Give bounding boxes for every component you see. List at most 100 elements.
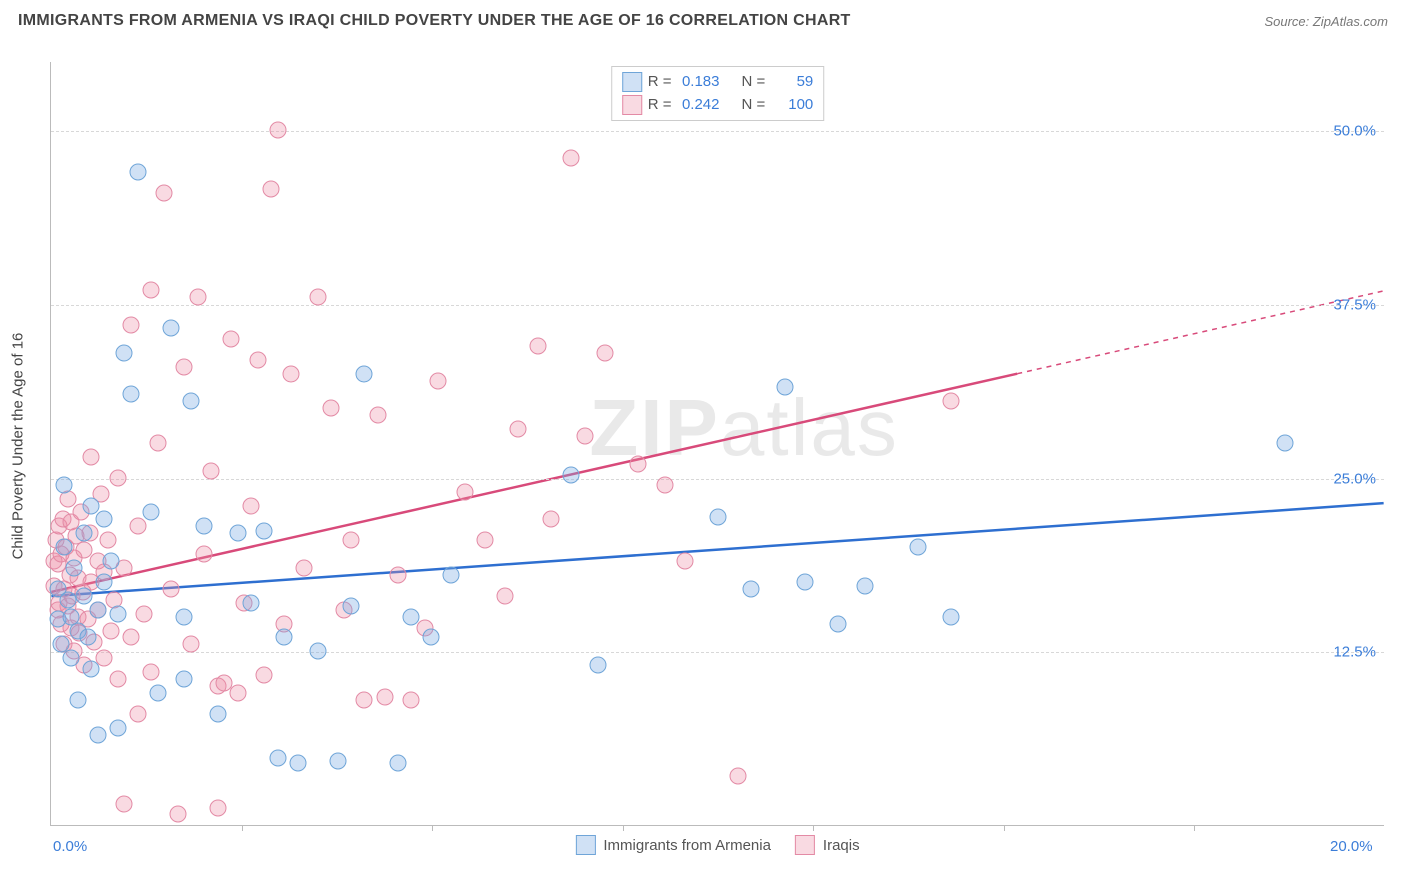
data-point: [163, 580, 180, 597]
data-point: [69, 691, 86, 708]
data-point: [109, 719, 126, 736]
data-point: [96, 573, 113, 590]
chart-title: IMMIGRANTS FROM ARMENIA VS IRAQI CHILD P…: [18, 12, 851, 30]
data-point: [109, 469, 126, 486]
data-point: [263, 180, 280, 197]
data-point: [476, 532, 493, 549]
data-point: [99, 532, 116, 549]
data-point: [116, 344, 133, 361]
x-minor-tick: [623, 825, 624, 831]
data-point: [123, 316, 140, 333]
data-point: [96, 511, 113, 528]
data-point: [529, 337, 546, 354]
data-point: [676, 553, 693, 570]
data-point: [189, 289, 206, 306]
data-point: [356, 691, 373, 708]
legend-r-label: R =: [648, 94, 672, 117]
series-legend-label: Immigrants from Armenia: [603, 837, 771, 854]
data-point: [196, 518, 213, 535]
data-point: [66, 560, 83, 577]
legend-r-value: 0.183: [678, 71, 720, 94]
data-point: [249, 351, 266, 368]
data-point: [176, 608, 193, 625]
data-point: [276, 629, 293, 646]
data-point: [403, 691, 420, 708]
data-point: [123, 386, 140, 403]
data-point: [163, 319, 180, 336]
data-point: [329, 753, 346, 770]
data-point: [76, 525, 93, 542]
data-point: [109, 671, 126, 688]
x-tick-label: 20.0%: [1330, 838, 1373, 855]
gridline: [51, 652, 1384, 653]
data-point: [129, 705, 146, 722]
data-point: [710, 508, 727, 525]
data-point: [83, 661, 100, 678]
legend-n-label: N =: [742, 71, 766, 94]
data-point: [296, 560, 313, 577]
scatter-plot-area: ZIPatlas R =0.183N =59R =0.242N =100 Imm…: [50, 62, 1384, 826]
legend-r-label: R =: [648, 71, 672, 94]
data-point: [509, 421, 526, 438]
data-point: [369, 407, 386, 424]
data-point: [229, 525, 246, 542]
y-tick-label: 37.5%: [1333, 297, 1376, 314]
y-tick-label: 12.5%: [1333, 644, 1376, 661]
data-point: [56, 476, 73, 493]
data-point: [183, 393, 200, 410]
data-point: [563, 150, 580, 167]
data-point: [83, 497, 100, 514]
correlation-legend: R =0.183N =59R =0.242N =100: [611, 66, 825, 121]
legend-swatch: [622, 72, 642, 92]
data-point: [103, 553, 120, 570]
data-point: [123, 629, 140, 646]
data-point: [496, 587, 513, 604]
legend-n-value: 100: [771, 94, 813, 117]
series-legend: Immigrants from Armenia Iraqis: [575, 835, 859, 855]
y-axis-title: Child Poverty Under the Age of 16: [10, 333, 27, 560]
data-point: [79, 629, 96, 646]
data-point: [596, 344, 613, 361]
x-minor-tick: [813, 825, 814, 831]
data-point: [910, 539, 927, 556]
data-point: [389, 566, 406, 583]
data-point: [776, 379, 793, 396]
data-point: [176, 671, 193, 688]
data-point: [143, 504, 160, 521]
data-point: [309, 643, 326, 660]
data-point: [109, 605, 126, 622]
gridline: [51, 131, 1384, 132]
data-point: [856, 578, 873, 595]
data-point: [356, 365, 373, 382]
data-point: [149, 435, 166, 452]
data-point: [176, 358, 193, 375]
data-point: [629, 455, 646, 472]
data-point: [323, 400, 340, 417]
y-tick-label: 50.0%: [1333, 123, 1376, 140]
data-point: [429, 372, 446, 389]
data-point: [1276, 435, 1293, 452]
data-point: [209, 705, 226, 722]
data-point: [283, 365, 300, 382]
data-point: [89, 601, 106, 618]
data-point: [589, 657, 606, 674]
x-minor-tick: [242, 825, 243, 831]
data-point: [203, 462, 220, 479]
series-legend-item: Immigrants from Armenia: [575, 835, 771, 855]
legend-row: R =0.242N =100: [622, 94, 814, 117]
data-point: [63, 650, 80, 667]
series-legend-item: Iraqis: [795, 835, 860, 855]
data-point: [243, 497, 260, 514]
data-point: [76, 587, 93, 604]
x-tick-label: 0.0%: [53, 838, 87, 855]
data-point: [143, 664, 160, 681]
data-point: [229, 685, 246, 702]
data-point: [56, 539, 73, 556]
data-point: [243, 594, 260, 611]
data-point: [456, 483, 473, 500]
data-point: [169, 805, 186, 822]
data-point: [443, 566, 460, 583]
data-point: [309, 289, 326, 306]
data-point: [943, 608, 960, 625]
data-point: [116, 796, 133, 813]
